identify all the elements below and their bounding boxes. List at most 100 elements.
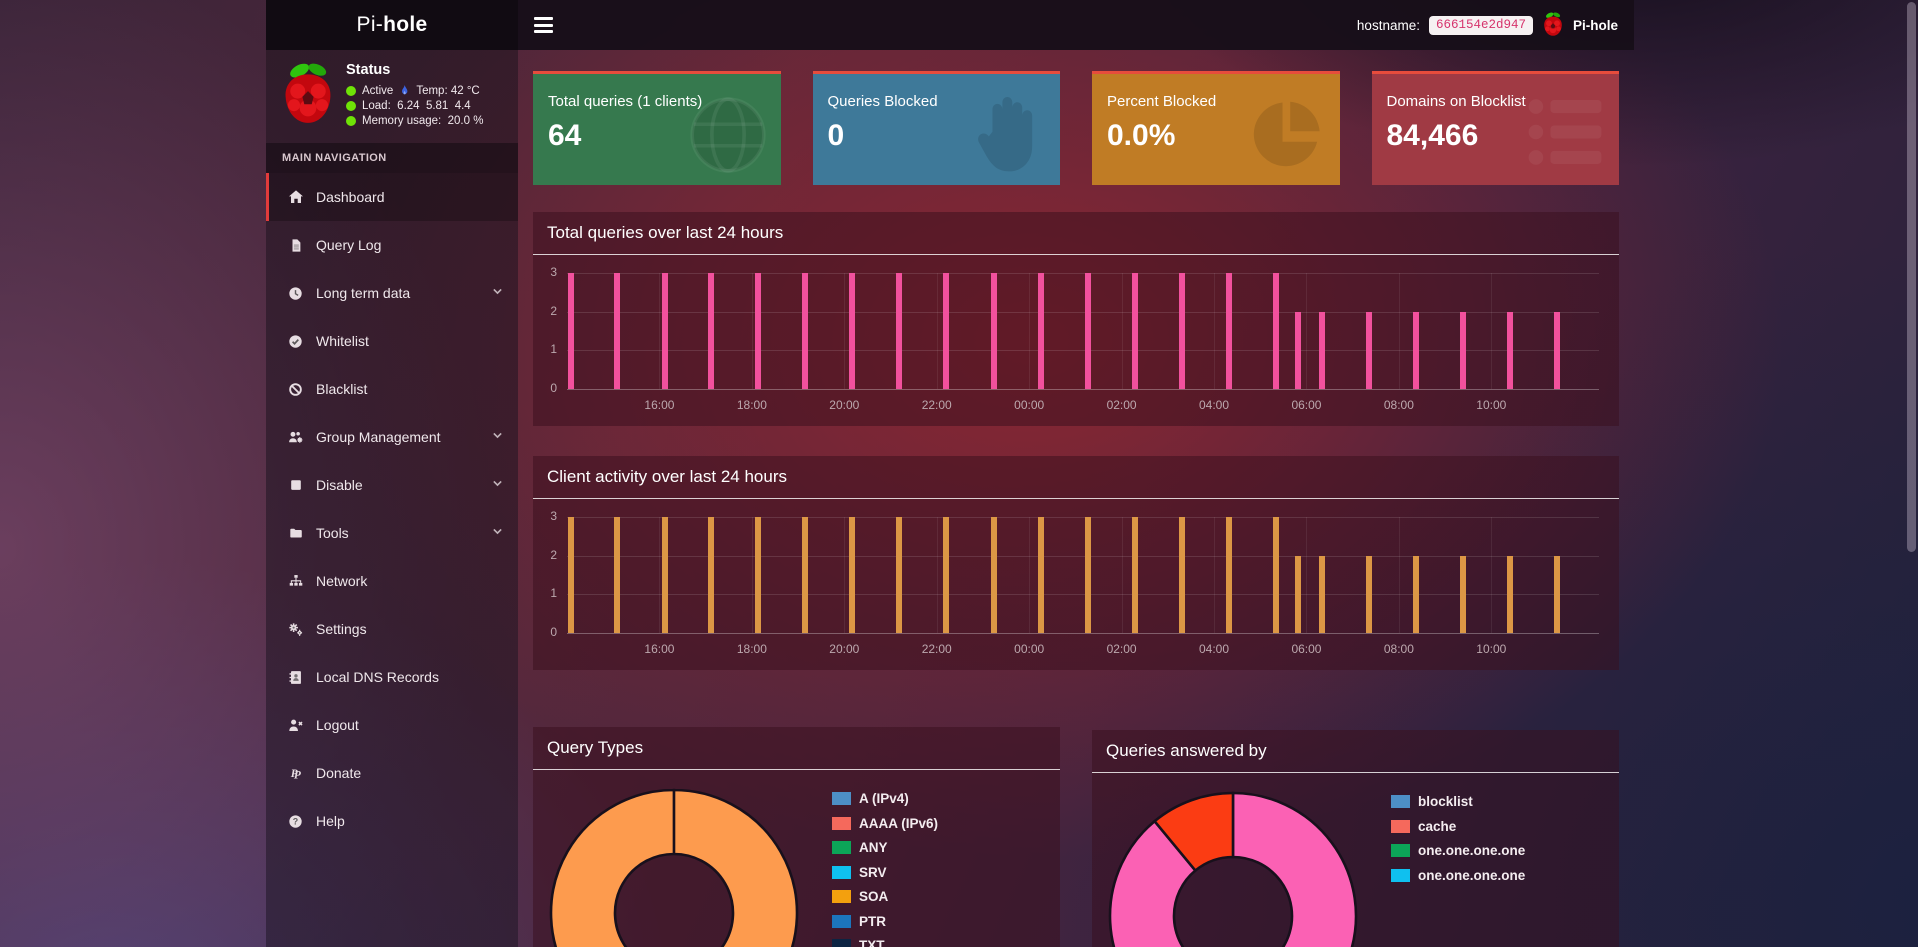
x-gridline <box>751 517 753 633</box>
donut-segment[interactable] <box>1108 791 1358 947</box>
query-bar[interactable] <box>1412 311 1419 389</box>
card-value: 64 <box>548 119 582 152</box>
sidebar-item-local-dns-records[interactable]: Local DNS Records <box>266 653 518 701</box>
hostname-badge: 666154e2d947 <box>1428 15 1533 35</box>
legend-item: SOA <box>832 889 938 904</box>
query-bar[interactable] <box>1131 273 1138 389</box>
query-bar[interactable] <box>1412 555 1419 633</box>
chevron-down-icon <box>493 288 502 295</box>
query-bar[interactable] <box>567 273 574 389</box>
query-bar[interactable] <box>849 517 856 633</box>
query-bar[interactable] <box>1038 517 1045 633</box>
query-bar[interactable] <box>1318 311 1325 389</box>
query-bar[interactable] <box>1365 311 1372 389</box>
query-bar[interactable] <box>1553 311 1560 389</box>
sidebar-toggle-button[interactable] <box>534 17 556 33</box>
query-bar[interactable] <box>567 517 574 633</box>
top-navbar: Pi-hole hostname: 666154e2d947 Pi-hole <box>266 0 1634 50</box>
scrollbar-thumb[interactable] <box>1907 2 1916 552</box>
x-axis-tick: 22:00 <box>921 398 952 412</box>
query-bar[interactable] <box>1318 555 1325 633</box>
query-bar[interactable] <box>1459 555 1466 633</box>
sidebar-item-help[interactable]: ? Help <box>266 797 518 845</box>
donut-segment[interactable] <box>1152 791 1235 873</box>
client-activity-chart[interactable]: 0 1 2 3 16:00 18:00 20:00 22:00 00:00 02:00 04:00 0… <box>533 499 1619 670</box>
stat-card-total-queries-1-clients-: Total queries (1 clients) 64 <box>533 71 781 185</box>
query-bar[interactable] <box>1225 273 1232 389</box>
query-bar[interactable] <box>1294 555 1301 633</box>
query-bar[interactable] <box>896 517 903 633</box>
legend-item: one.one.one.one <box>1391 868 1525 883</box>
query-bar[interactable] <box>1038 273 1045 389</box>
query-bar[interactable] <box>661 517 668 633</box>
donut-chart[interactable] <box>1103 786 1363 947</box>
query-bar[interactable] <box>614 273 621 389</box>
sidebar-item-group-management[interactable]: Group Management <box>266 413 518 461</box>
query-bar[interactable] <box>1225 517 1232 633</box>
query-bar[interactable] <box>1506 555 1513 633</box>
legend-swatch <box>832 792 851 805</box>
query-bar[interactable] <box>1294 311 1301 389</box>
query-bar[interactable] <box>1459 311 1466 389</box>
question-circle-icon: ? <box>289 814 302 828</box>
query-bar[interactable] <box>661 273 668 389</box>
query-bar[interactable] <box>1131 517 1138 633</box>
sidebar-item-whitelist[interactable]: Whitelist <box>266 317 518 365</box>
sidebar-item-dashboard[interactable]: Dashboard <box>266 173 518 221</box>
legend-label: AAAA (IPv6) <box>859 815 939 831</box>
x-axis-tick: 00:00 <box>1014 642 1045 656</box>
query-bar[interactable] <box>1272 273 1279 389</box>
query-bar[interactable] <box>942 517 949 633</box>
sidebar-item-tools[interactable]: Tools <box>266 509 518 557</box>
query-bar[interactable] <box>942 273 949 389</box>
total-queries-chart[interactable]: 0 1 2 3 16:00 18:00 20:00 22:00 00:00 02:00 04:00 0… <box>533 255 1619 426</box>
query-bar[interactable] <box>1272 517 1279 633</box>
sidebar-item-network[interactable]: Network <box>266 557 518 605</box>
clock-icon <box>289 286 302 300</box>
query-bar[interactable] <box>1506 311 1513 389</box>
chart-legend: A (IPv4)AAAA (IPv6)ANYSRVSOAPTRTXTNAPTR <box>832 791 938 947</box>
query-bar[interactable] <box>1179 273 1186 389</box>
query-bar[interactable] <box>802 517 809 633</box>
query-bar[interactable] <box>708 517 715 633</box>
stat-card-domains-on-blocklist: Domains on Blocklist 84,466 <box>1371 71 1619 185</box>
query-bar[interactable] <box>802 273 809 389</box>
query-bar[interactable] <box>849 273 856 389</box>
check-circle-icon <box>289 334 302 348</box>
sidebar-item-logout[interactable]: Logout <box>266 701 518 749</box>
raspberry-icon <box>285 63 331 123</box>
query-bar[interactable] <box>1365 555 1372 633</box>
card-value: 0 <box>827 119 845 152</box>
query-bar[interactable] <box>991 517 998 633</box>
sidebar-item-blacklist[interactable]: Blacklist <box>266 365 518 413</box>
nav-section-label: MAIN NAVIGATION <box>266 143 518 173</box>
donut-chart[interactable] <box>544 783 804 947</box>
x-gridline <box>1306 517 1308 633</box>
y-axis-tick: 1 <box>550 586 557 601</box>
sitemap-icon <box>289 575 302 586</box>
query-bar[interactable] <box>1553 555 1560 633</box>
scrollbar[interactable] <box>1905 0 1918 947</box>
user-times-icon <box>289 719 303 731</box>
query-bar[interactable] <box>755 273 762 389</box>
legend-swatch <box>1391 868 1410 882</box>
sidebar-item-donate[interactable]: P P Donate <box>290 765 362 781</box>
sidebar-item-settings[interactable]: Settings <box>266 605 518 653</box>
x-axis-tick: 20:00 <box>829 642 860 656</box>
legend-item: ANY <box>832 840 938 855</box>
query-bar[interactable] <box>1085 273 1092 389</box>
y-axis-tick: 3 <box>550 509 557 523</box>
sidebar-item-long-term-data[interactable]: Long term data <box>266 269 518 317</box>
query-bar[interactable] <box>1085 517 1092 633</box>
query-bar[interactable] <box>896 273 903 389</box>
sidebar-item-query-log[interactable]: Query Log <box>266 221 518 269</box>
query-bar[interactable] <box>755 517 762 633</box>
sidebar-item-disable[interactable]: Disable <box>266 461 518 509</box>
query-bar[interactable] <box>708 273 715 389</box>
list-icon <box>1528 99 1602 165</box>
card-value: 0.0% <box>1107 119 1176 152</box>
query-bar[interactable] <box>1179 517 1186 633</box>
query-bar[interactable] <box>991 273 998 389</box>
donut-segment[interactable] <box>549 788 799 947</box>
query-bar[interactable] <box>614 517 621 633</box>
